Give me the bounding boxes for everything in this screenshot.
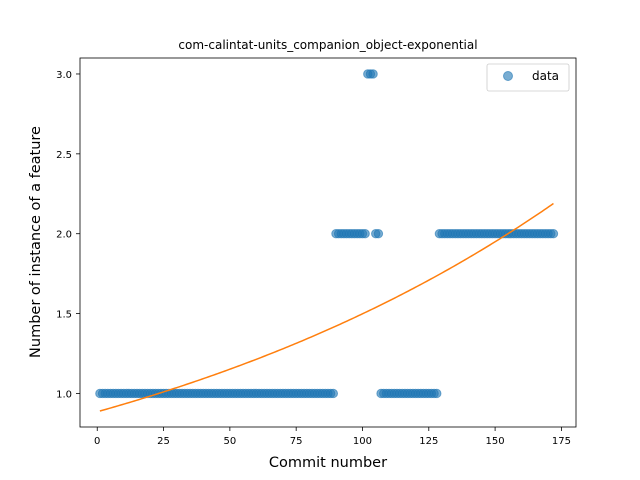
y-tick-label: 2.0 xyxy=(56,230,72,241)
legend-box xyxy=(486,63,570,92)
data-point xyxy=(373,229,384,239)
x-axis: 0 25 50 75 100 125 150 175 xyxy=(94,427,571,447)
data-point xyxy=(432,388,442,399)
x-tick-label: 75 xyxy=(290,436,303,447)
data-point xyxy=(368,69,378,79)
x-axis-label: Commit number xyxy=(269,455,387,471)
y-tick-label: 2.5 xyxy=(56,150,72,161)
legend-label-data: data xyxy=(532,69,559,83)
data-point xyxy=(328,388,338,399)
legend-marker-data xyxy=(503,71,513,81)
x-tick-label: 125 xyxy=(419,436,438,447)
y-axis: 1.0 1.5 2.0 2.5 3.0 xyxy=(56,70,80,400)
fit-line xyxy=(99,202,554,412)
plot-area xyxy=(95,69,559,412)
y-tick-label: 1.0 xyxy=(56,389,72,400)
x-tick-label: 0 xyxy=(94,436,100,447)
plot-frame xyxy=(79,57,577,428)
legend: data xyxy=(486,63,570,92)
chart-title: com-calintat-units_companion_object-expo… xyxy=(178,38,477,52)
x-tick-label: 150 xyxy=(486,436,505,447)
x-tick-label: 175 xyxy=(552,436,571,447)
y-tick-label: 1.5 xyxy=(56,310,72,321)
x-tick-label: 50 xyxy=(223,436,236,447)
x-tick-label: 100 xyxy=(353,436,372,447)
data-point xyxy=(548,229,559,239)
data-point xyxy=(360,229,370,239)
y-tick-label: 3.0 xyxy=(56,70,72,81)
x-tick-label: 25 xyxy=(157,436,170,447)
y-axis-label: Number of instance of a feature xyxy=(28,126,44,358)
